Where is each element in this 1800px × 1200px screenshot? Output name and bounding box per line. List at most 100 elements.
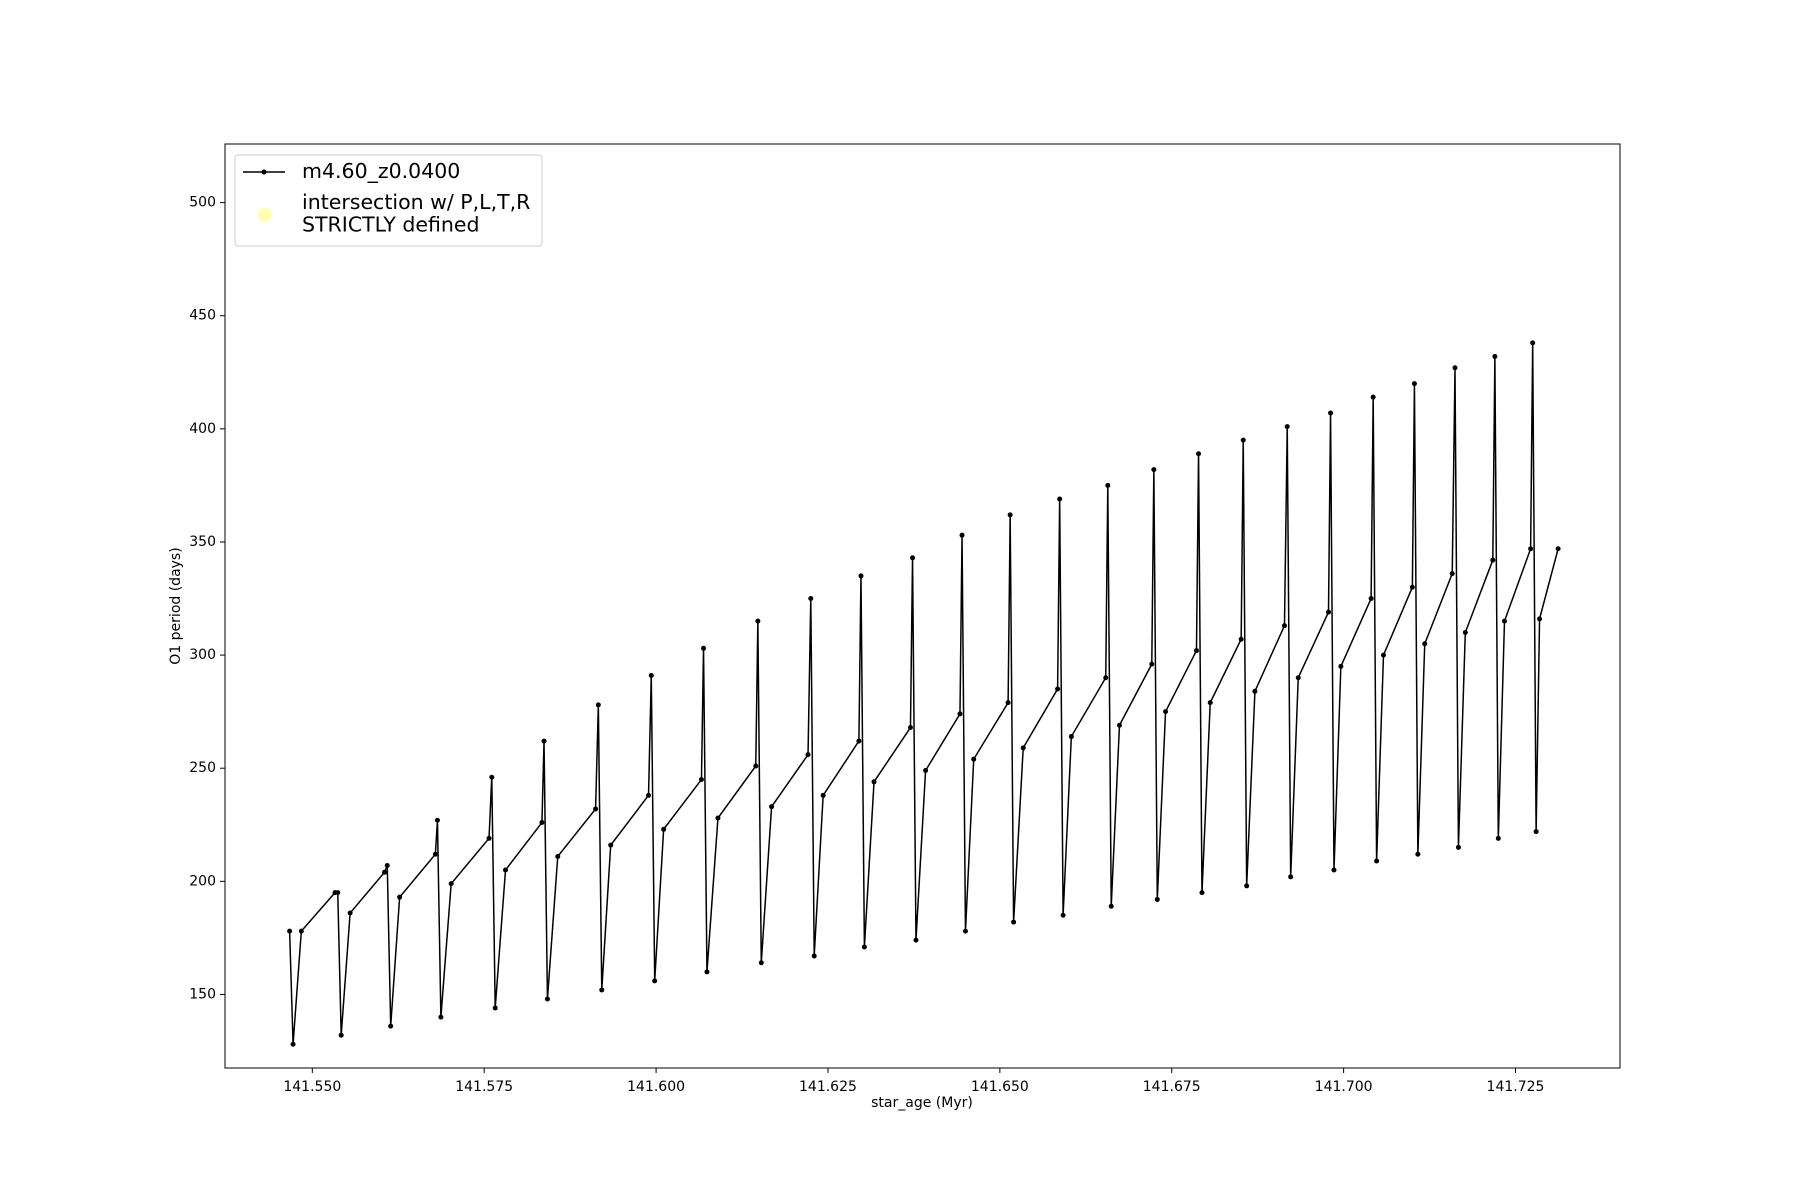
point bbox=[1196, 451, 1202, 457]
point bbox=[1284, 424, 1290, 430]
x-tick-label: 141.700 bbox=[1315, 1079, 1373, 1095]
point bbox=[544, 996, 550, 1002]
point bbox=[1449, 571, 1455, 577]
point bbox=[492, 1005, 498, 1011]
point bbox=[769, 804, 775, 810]
point bbox=[1295, 675, 1301, 681]
point bbox=[652, 978, 658, 984]
point bbox=[1068, 734, 1074, 740]
point bbox=[856, 738, 862, 744]
point bbox=[805, 752, 811, 758]
point bbox=[962, 928, 968, 934]
y-axis-label: O1 period (days) bbox=[168, 547, 184, 664]
legend-marker bbox=[257, 208, 271, 222]
point bbox=[811, 953, 817, 959]
point bbox=[1530, 340, 1536, 346]
axes-frame bbox=[224, 143, 1621, 1069]
point bbox=[1238, 636, 1244, 642]
point bbox=[1240, 437, 1246, 443]
point bbox=[715, 815, 721, 821]
point bbox=[820, 792, 826, 798]
point bbox=[1411, 381, 1417, 387]
y-tick-label: 450 bbox=[189, 308, 216, 324]
x-axis-label: star_age (Myr) bbox=[871, 1095, 973, 1111]
point bbox=[290, 1041, 296, 1047]
point bbox=[1422, 641, 1428, 647]
point bbox=[1455, 844, 1461, 850]
point bbox=[1105, 482, 1111, 488]
y-tick-label: 150 bbox=[189, 986, 216, 1002]
point bbox=[661, 826, 667, 832]
point bbox=[1533, 829, 1539, 835]
x-tick-label: 141.625 bbox=[799, 1079, 857, 1095]
point bbox=[1409, 584, 1415, 590]
point bbox=[1020, 745, 1026, 751]
point bbox=[434, 817, 440, 823]
point bbox=[1490, 557, 1496, 563]
point bbox=[1331, 867, 1337, 873]
x-tick-label: 141.550 bbox=[283, 1079, 341, 1095]
legend-box bbox=[234, 154, 543, 247]
point bbox=[959, 532, 965, 538]
point bbox=[910, 555, 916, 561]
point bbox=[1116, 722, 1122, 728]
point bbox=[338, 1032, 344, 1038]
point bbox=[1374, 858, 1380, 864]
point bbox=[1005, 700, 1011, 706]
point bbox=[1537, 616, 1543, 622]
point bbox=[335, 890, 341, 896]
point bbox=[1555, 546, 1561, 552]
series-line bbox=[288, 342, 1559, 1045]
point bbox=[489, 774, 495, 780]
point bbox=[1060, 912, 1066, 918]
x-tick-label: 141.675 bbox=[1143, 1079, 1201, 1095]
y-tick-label: 250 bbox=[189, 760, 216, 776]
point bbox=[871, 779, 877, 785]
point bbox=[1281, 623, 1287, 629]
point bbox=[438, 1014, 444, 1020]
point bbox=[1199, 890, 1205, 896]
point bbox=[448, 881, 454, 887]
x-tick-label: 141.600 bbox=[627, 1079, 685, 1095]
point bbox=[648, 672, 654, 678]
point bbox=[1108, 903, 1114, 909]
point bbox=[971, 756, 977, 762]
point bbox=[486, 835, 492, 841]
point bbox=[758, 960, 764, 966]
point bbox=[1055, 686, 1061, 692]
point bbox=[698, 777, 704, 783]
point bbox=[957, 711, 963, 717]
point bbox=[382, 869, 388, 875]
point bbox=[808, 596, 814, 602]
point bbox=[595, 702, 601, 708]
point bbox=[1154, 896, 1160, 902]
point bbox=[858, 573, 864, 579]
point bbox=[1149, 661, 1155, 667]
point bbox=[1007, 512, 1013, 518]
point bbox=[608, 842, 614, 848]
point bbox=[388, 1023, 394, 1029]
y-tick-label: 200 bbox=[189, 873, 216, 889]
point bbox=[1207, 700, 1213, 706]
point bbox=[704, 969, 710, 975]
point bbox=[1244, 883, 1250, 889]
x-tick-label: 141.575 bbox=[455, 1079, 513, 1095]
point bbox=[1151, 467, 1157, 473]
point bbox=[384, 863, 390, 869]
point bbox=[1415, 851, 1421, 857]
point bbox=[923, 767, 929, 773]
point bbox=[913, 937, 919, 943]
legend-label: intersection w/ P,L,T,R STRICTLY defined bbox=[302, 190, 530, 237]
point bbox=[861, 944, 867, 950]
point bbox=[1495, 835, 1501, 841]
point bbox=[503, 867, 509, 873]
x-tick-label: 141.725 bbox=[1487, 1079, 1545, 1095]
point bbox=[1011, 919, 1017, 925]
point bbox=[1462, 629, 1468, 635]
point bbox=[1338, 663, 1344, 669]
legend-marker bbox=[261, 169, 267, 175]
point bbox=[1452, 365, 1458, 371]
point bbox=[1325, 609, 1331, 615]
point bbox=[907, 724, 913, 730]
